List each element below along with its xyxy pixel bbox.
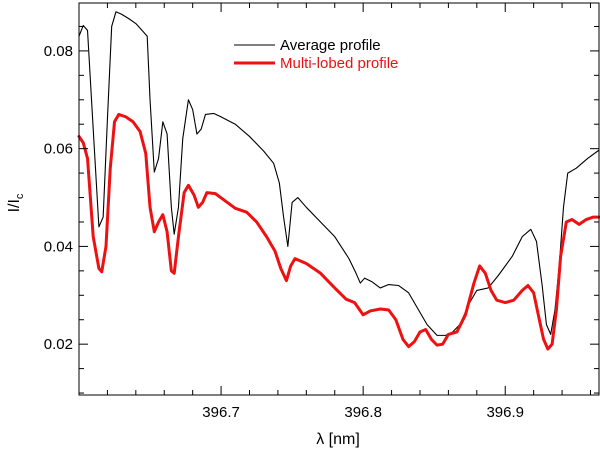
y-tick-label-2: 0.06: [44, 141, 73, 158]
ticks-layer: 396.7 396.8 396.9 0.02 0.04 0.06 0.08: [44, 3, 599, 421]
y-axis-title: I/Ic: [6, 193, 26, 212]
y-tick-label-0: 0.02: [44, 336, 73, 353]
y-tick-label-1: 0.04: [44, 238, 73, 255]
y-axis-title-subscript: c: [14, 193, 26, 199]
series-line-multi-lobed-profile: [77, 112, 600, 351]
y-axis-title-main: I/I: [6, 199, 23, 212]
y-tick-label-3: 0.08: [44, 43, 73, 60]
plot-frame: [78, 2, 600, 396]
legend-label-multilobed: Multi-lobed profile: [280, 55, 398, 72]
svg-text:I/Ic: I/Ic: [6, 193, 26, 212]
x-tick-label-1: 396.8: [344, 404, 382, 421]
series-layer: [77, 11, 600, 351]
x-tick-label-2: 396.9: [486, 404, 524, 421]
x-tick-label-0: 396.7: [202, 404, 240, 421]
series-line-average-profile: [78, 11, 600, 336]
x-axis-title: λ [nm]: [316, 431, 360, 448]
legend-label-average: Average profile: [280, 37, 381, 54]
legend: Average profile Multi-lobed profile: [234, 37, 398, 72]
